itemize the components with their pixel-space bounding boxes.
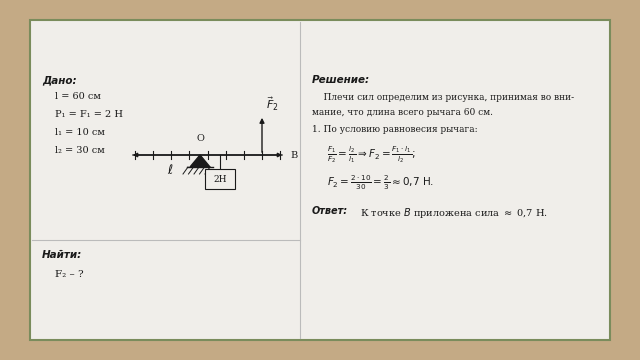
FancyBboxPatch shape bbox=[30, 20, 610, 340]
Text: 1. По условию равновесия рычага:: 1. По условию равновесия рычага: bbox=[312, 125, 477, 134]
Text: Найти:: Найти: bbox=[42, 250, 83, 260]
Text: Плечи сил определим из рисунка, принимая во вни-: Плечи сил определим из рисунка, принимая… bbox=[312, 93, 574, 102]
Text: l₁ = 10 см: l₁ = 10 см bbox=[55, 128, 105, 137]
Text: $\frac{F_1}{F_2} = \frac{l_2}{l_1} \Rightarrow F_2 = \frac{F_1 \cdot l_1}{l_2};$: $\frac{F_1}{F_2} = \frac{l_2}{l_1} \Righ… bbox=[327, 144, 416, 165]
Text: B: B bbox=[290, 150, 297, 159]
FancyBboxPatch shape bbox=[205, 169, 235, 189]
Text: 2Н: 2Н bbox=[213, 175, 227, 184]
Text: мание, что длина всего рычага 60 см.: мание, что длина всего рычага 60 см. bbox=[312, 108, 493, 117]
Text: К точке $B$ приложена сила $\approx$ 0,7 Н.: К точке $B$ приложена сила $\approx$ 0,7… bbox=[360, 206, 548, 220]
Text: Дано:: Дано: bbox=[42, 75, 77, 85]
Text: O: O bbox=[196, 134, 204, 143]
Text: F₂ – ?: F₂ – ? bbox=[55, 270, 84, 279]
Text: P₁ = F₁ = 2 Н: P₁ = F₁ = 2 Н bbox=[55, 110, 123, 119]
Text: Ответ:: Ответ: bbox=[312, 206, 348, 216]
Text: $\ell$: $\ell$ bbox=[166, 163, 173, 177]
Text: Решение:: Решение: bbox=[312, 75, 370, 85]
Text: l = 60 см: l = 60 см bbox=[55, 92, 101, 101]
Text: l₂ = 30 см: l₂ = 30 см bbox=[55, 146, 105, 155]
Polygon shape bbox=[190, 155, 210, 167]
Text: $F_2 = \frac{2 \cdot 10}{30} = \frac{2}{3} \approx 0{,}7$ Н.: $F_2 = \frac{2 \cdot 10}{30} = \frac{2}{… bbox=[327, 174, 434, 193]
Text: $\vec{F}_2$: $\vec{F}_2$ bbox=[266, 95, 278, 113]
